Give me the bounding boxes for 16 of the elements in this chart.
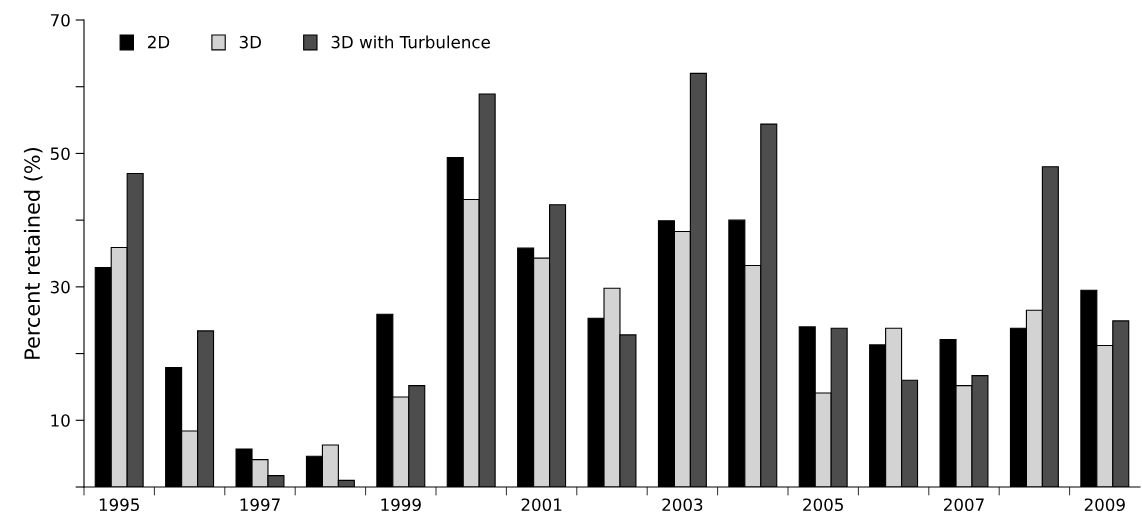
legend-label: 2D xyxy=(148,35,170,49)
x-tick-label: 1997 xyxy=(240,498,280,512)
x-tick-label: 2005 xyxy=(803,498,843,512)
legend-label: 3D with Turbulence xyxy=(331,35,490,49)
x-tick-label: 2003 xyxy=(662,498,703,512)
y-tick-label: 50 xyxy=(50,147,70,160)
x-tick-label: 1999 xyxy=(381,498,421,512)
y-tick-label: 30 xyxy=(50,280,70,294)
x-tick-label: 2007 xyxy=(944,498,984,512)
y-axis-title: Percent retained (%) xyxy=(23,148,43,359)
y-tick-label: 10 xyxy=(51,414,70,427)
x-tick-label: 2001 xyxy=(521,498,562,512)
x-tick-label: 2009 xyxy=(1084,498,1125,512)
legend-label: 3D xyxy=(239,35,262,49)
y-tick-label: 70 xyxy=(50,13,70,27)
x-tick-label: 1995 xyxy=(99,498,139,512)
